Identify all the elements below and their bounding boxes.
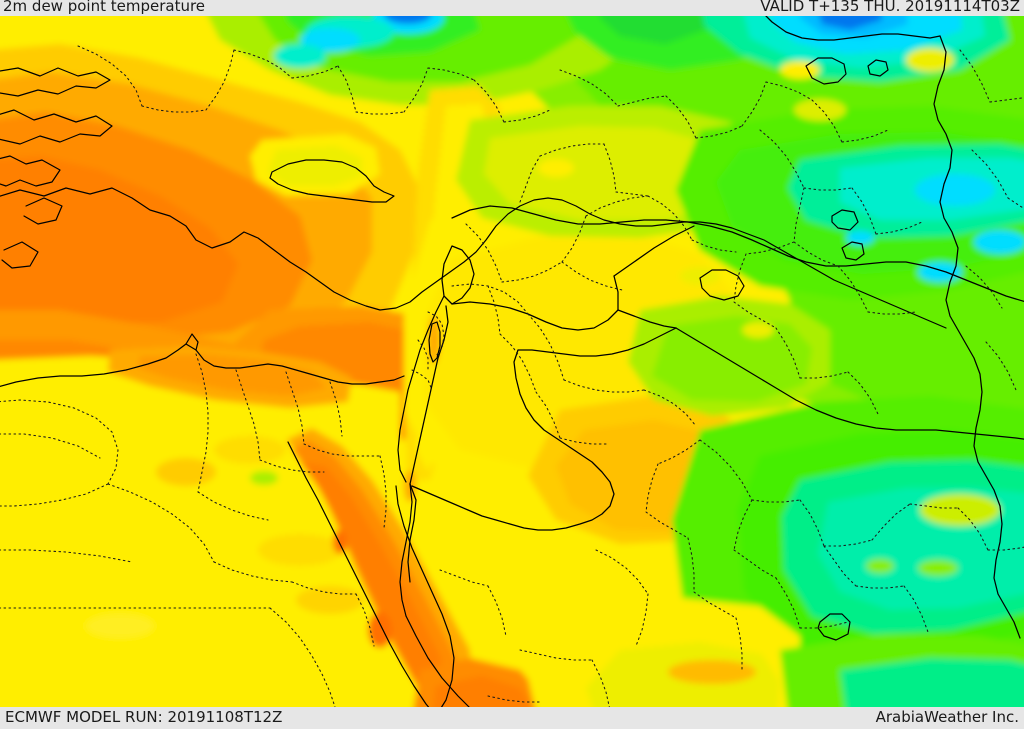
temperature-field bbox=[0, 10, 1024, 719]
map-header-bar: 2m dew point temperature VALID T+135 THU… bbox=[0, 0, 1024, 16]
map-borders bbox=[0, 10, 1024, 719]
model-run-label: ECMWF MODEL RUN: 20191108T12Z bbox=[5, 708, 283, 726]
attribution-label: ArabiaWeather Inc. bbox=[875, 708, 1019, 726]
dew-point-map[interactable] bbox=[0, 10, 1024, 719]
valid-time-label: VALID T+135 THU. 20191114T03Z bbox=[760, 0, 1020, 15]
map-footer-bar: ECMWF MODEL RUN: 20191108T12Z ArabiaWeat… bbox=[0, 707, 1024, 729]
page-title: 2m dew point temperature bbox=[3, 0, 206, 15]
dew-point-raster bbox=[0, 10, 1024, 719]
